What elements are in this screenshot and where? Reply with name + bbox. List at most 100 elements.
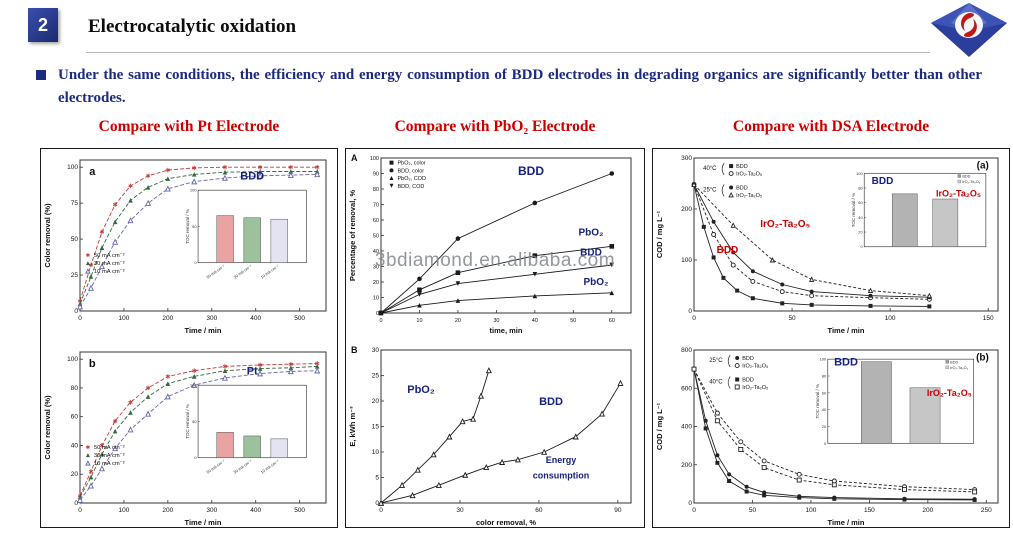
svg-text:20: 20 <box>71 471 79 478</box>
svg-text:0: 0 <box>375 500 379 507</box>
svg-text:IrO₂-Ta₂O₅: IrO₂-Ta₂O₅ <box>742 385 768 391</box>
svg-text:0: 0 <box>692 315 696 322</box>
panel-dsa-electrode: 0 50 100 150 0 100 200 300 Time / min COD / mg L⁻… <box>652 148 1010 528</box>
svg-text:BDD: BDD <box>240 171 264 183</box>
svg-text:PbO₂: PbO₂ <box>579 228 604 239</box>
svg-text:30 mA cm⁻²: 30 mA cm⁻² <box>94 261 125 267</box>
svg-text:Time / min: Time / min <box>185 326 222 335</box>
svg-text:50: 50 <box>788 315 796 322</box>
svg-text:0: 0 <box>78 315 82 322</box>
svg-text:300: 300 <box>681 155 692 162</box>
svg-text:25°C: 25°C <box>709 358 723 364</box>
svg-text:IrO₂-Ta₂O₅: IrO₂-Ta₂O₅ <box>936 188 981 198</box>
svg-text:200: 200 <box>681 462 692 469</box>
svg-text:150: 150 <box>983 315 994 322</box>
svg-text:10 mA cm⁻²: 10 mA cm⁻² <box>94 269 125 275</box>
svg-text:50: 50 <box>570 318 576 324</box>
chart-pbo2-removal: 0 10 20 30 40 50 60 0 10 20 30 40 50 60 70 80 90 100 time,… <box>348 153 632 335</box>
svg-text:20: 20 <box>822 424 827 429</box>
svg-text:100: 100 <box>885 315 896 322</box>
svg-text:90: 90 <box>373 172 379 178</box>
svg-text:40: 40 <box>532 318 538 324</box>
bullet-icon <box>36 70 46 80</box>
svg-text:400: 400 <box>681 424 692 431</box>
svg-text:800: 800 <box>681 347 692 354</box>
svg-text:Time / min: Time / min <box>185 518 222 527</box>
svg-text:5: 5 <box>375 475 379 482</box>
svg-text:40: 40 <box>373 249 379 255</box>
svg-text:BDD: BDD <box>872 176 894 187</box>
svg-text:0: 0 <box>688 308 692 315</box>
svg-text:100: 100 <box>856 171 863 176</box>
svg-text:BDD: BDD <box>539 396 563 408</box>
svg-text:IrO₂-Ta₂O₅: IrO₂-Ta₂O₅ <box>927 388 972 398</box>
svg-text:E, kWh m⁻³: E, kWh m⁻³ <box>348 406 357 447</box>
svg-text:20: 20 <box>372 398 380 405</box>
svg-text:100: 100 <box>681 257 692 264</box>
svg-text:IrO₂-Ta₂O₅: IrO₂-Ta₂O₅ <box>736 193 762 199</box>
svg-text:(b): (b) <box>976 353 989 364</box>
svg-text:50: 50 <box>192 224 197 229</box>
svg-text:BDD: BDD <box>518 164 544 178</box>
svg-text:BDD: BDD <box>950 360 958 364</box>
svg-text:100: 100 <box>190 188 197 193</box>
svg-text:0: 0 <box>194 455 197 460</box>
svg-text:20: 20 <box>373 280 379 286</box>
slide-title: Electrocatalytic oxidation <box>88 16 297 37</box>
svg-text:TOC removal / %: TOC removal / % <box>851 193 856 227</box>
svg-text:0: 0 <box>74 500 78 507</box>
svg-text:0: 0 <box>861 244 864 249</box>
svg-text:BDD, COD: BDD, COD <box>398 184 425 190</box>
svg-text:100: 100 <box>370 156 379 162</box>
svg-text:50: 50 <box>192 419 197 424</box>
svg-text:BDD: BDD <box>742 356 754 362</box>
svg-text:10: 10 <box>372 449 380 456</box>
svg-text:100: 100 <box>190 383 197 388</box>
svg-text:50 mA cm⁻²: 50 mA cm⁻² <box>94 253 125 259</box>
svg-text:40°C: 40°C <box>703 166 717 172</box>
svg-text:400: 400 <box>250 507 261 514</box>
panel-pbo2-electrode: 0 10 20 30 40 50 60 0 10 20 30 40 50 60 70 80 90 100 time,… <box>345 148 645 528</box>
svg-text:60: 60 <box>71 414 79 421</box>
header-divider <box>86 52 930 53</box>
svg-text:250: 250 <box>981 507 992 514</box>
svg-text:COD / mg L⁻¹: COD / mg L⁻¹ <box>655 210 664 258</box>
svg-text:30 mA cm⁻²: 30 mA cm⁻² <box>94 453 125 459</box>
svg-text:30: 30 <box>456 507 464 514</box>
svg-text:0: 0 <box>78 507 82 514</box>
svg-text:BDD: BDD <box>736 185 748 191</box>
svg-text:color removal, %: color removal, % <box>476 518 536 527</box>
svg-text:100: 100 <box>118 315 129 322</box>
panel-pt-electrode: 0 100 200 300 400 500 0 25 50 75 100 Time / min Colo… <box>40 148 338 528</box>
column-title-pt: Compare with Pt Electrode <box>98 118 280 135</box>
svg-text:60: 60 <box>609 318 615 324</box>
svg-text:Percentage of removal, %: Percentage of removal, % <box>348 190 357 282</box>
svg-text:200: 200 <box>162 507 173 514</box>
svg-text:60: 60 <box>373 218 379 224</box>
svg-text:40: 40 <box>71 442 79 449</box>
svg-text:600: 600 <box>681 385 692 392</box>
svg-text:200: 200 <box>681 206 692 213</box>
svg-text:0: 0 <box>379 318 382 324</box>
svg-text:500: 500 <box>294 507 305 514</box>
svg-text:40: 40 <box>822 407 827 412</box>
svg-text:0: 0 <box>688 500 692 507</box>
column-title-dsa: Compare with DSA Electrode <box>732 118 930 135</box>
svg-text:PbO₂: PbO₂ <box>584 277 609 288</box>
svg-text:TOC removal / %: TOC removal / % <box>185 209 190 243</box>
svg-text:400: 400 <box>250 315 261 322</box>
svg-text:IrO₂-Ta₂O₅: IrO₂-Ta₂O₅ <box>742 364 768 370</box>
svg-text:0: 0 <box>824 441 827 446</box>
svg-text:BDD: BDD <box>962 175 970 179</box>
svg-text:PbO₂, COD: PbO₂, COD <box>398 176 426 182</box>
svg-text:IrO₂-Ta₂O₅: IrO₂-Ta₂O₅ <box>736 172 762 178</box>
svg-text:time, min: time, min <box>490 326 523 335</box>
svg-text:30: 30 <box>493 318 499 324</box>
svg-text:25: 25 <box>372 373 380 380</box>
svg-text:b: b <box>89 358 96 370</box>
slide-number-badge: 2 <box>28 8 58 42</box>
svg-text:Time / min: Time / min <box>828 518 865 527</box>
svg-text:COD / mg L⁻¹: COD / mg L⁻¹ <box>655 402 664 450</box>
